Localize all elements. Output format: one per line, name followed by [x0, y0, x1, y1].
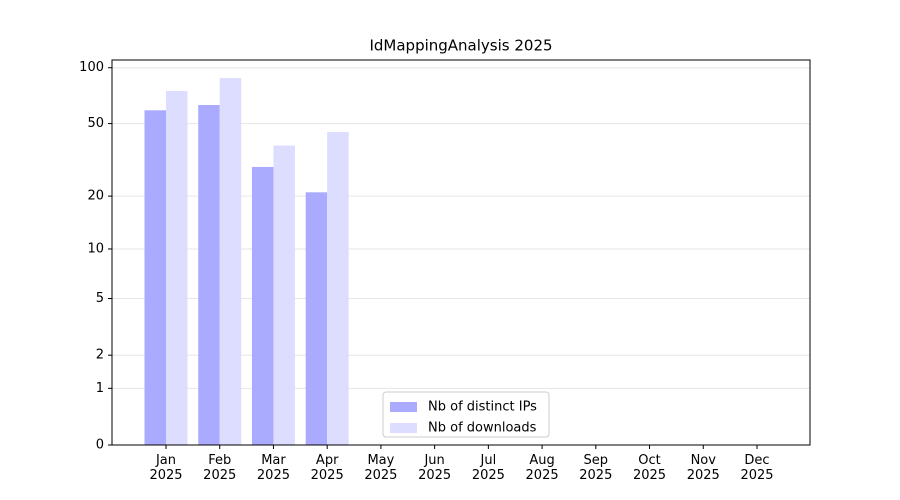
- legend-box: [382, 391, 550, 438]
- x-tick-label: May 2025: [364, 453, 398, 483]
- bar: [219, 78, 242, 446]
- x-tick-label: Mar 2025: [256, 453, 290, 483]
- x-tick-label: Dec 2025: [740, 453, 774, 483]
- bar: [327, 132, 349, 445]
- legend-label: Nb of distinct IPs: [428, 400, 537, 415]
- x-tick-label: Oct 2025: [632, 453, 667, 483]
- bar: [144, 110, 166, 445]
- x-tick-label: Nov 2025: [686, 453, 720, 483]
- x-tick-label: Jul 2025: [471, 453, 505, 483]
- bar: [305, 192, 328, 445]
- x-tick-label: Jan 2025: [149, 453, 183, 483]
- bar: [198, 105, 220, 445]
- x-tick-label: Feb 2025: [203, 453, 237, 483]
- x-tick-label: Jun 2025: [418, 453, 452, 483]
- bar: [166, 90, 188, 446]
- bar: [251, 166, 274, 445]
- x-tick-label: Sep 2025: [579, 453, 613, 483]
- x-tick-label: Aug 2025: [525, 453, 559, 483]
- y-tick-label: 20: [87, 189, 104, 204]
- chart-title: IdMappingAnalysis 2025: [369, 37, 552, 55]
- legend-swatch: [390, 402, 417, 412]
- y-tick-label: 10: [87, 241, 104, 256]
- bar: [273, 145, 295, 445]
- legend-label: Nb of downloads: [428, 421, 537, 436]
- plot-frame: [111, 59, 811, 446]
- y-tick-label: 0: [96, 438, 104, 453]
- y-tick-label: 100: [79, 60, 104, 75]
- y-tick-label: 2: [96, 348, 104, 363]
- y-tick-label: 1: [96, 381, 104, 396]
- x-tick-label: Apr 2025: [310, 453, 344, 483]
- y-tick-label: 50: [87, 116, 104, 131]
- legend-swatch: [390, 423, 417, 433]
- y-tick-label: 5: [96, 291, 104, 306]
